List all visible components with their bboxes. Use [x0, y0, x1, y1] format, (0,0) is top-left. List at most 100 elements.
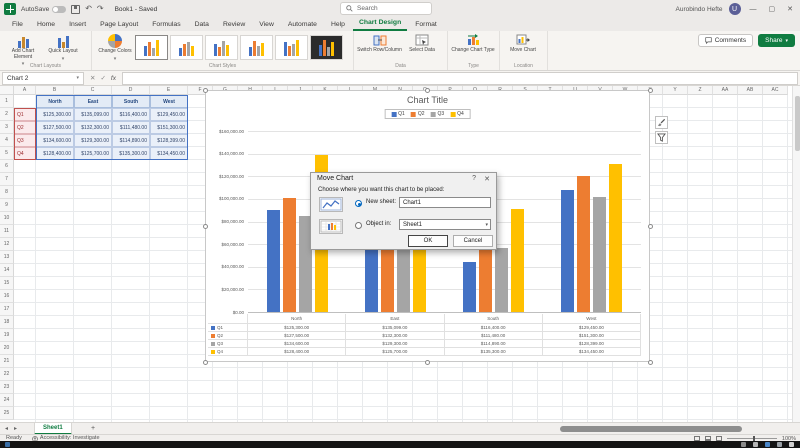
search-input[interactable]: Search — [340, 2, 432, 15]
name-box[interactable]: Chart 2 ▾ — [2, 71, 84, 85]
cell-value[interactable]: $125,700.00 — [74, 147, 112, 160]
chart-style-thumbnail[interactable] — [240, 35, 273, 60]
cell-value[interactable]: $127,500.00 — [36, 121, 74, 134]
taskbar-icon[interactable] — [741, 442, 746, 447]
bar-q2-north[interactable] — [282, 197, 296, 312]
row-header-24[interactable]: 24 — [0, 394, 14, 407]
cell-label-q3[interactable]: Q3 — [14, 134, 36, 147]
tab-formulas[interactable]: Formulas — [152, 21, 181, 28]
confirm-entry-icon[interactable]: ✓ — [100, 75, 106, 82]
chart-styles-flyout-button[interactable] — [655, 116, 668, 129]
column-header-A[interactable]: A — [14, 86, 36, 95]
page-break-view-icon[interactable] — [715, 436, 722, 441]
next-sheet-icon[interactable]: ▸ — [14, 426, 18, 432]
column-header-Z[interactable]: Z — [688, 86, 713, 95]
column-header-Y[interactable]: Y — [663, 86, 688, 95]
row-header-3[interactable]: 3 — [0, 121, 14, 134]
taskbar-icon[interactable] — [753, 442, 758, 447]
close-icon[interactable]: ✕ — [787, 6, 793, 13]
cell-value[interactable]: $132,300.00 — [74, 121, 112, 134]
cell-value[interactable]: $128,400.00 — [36, 147, 74, 160]
formula-input[interactable] — [121, 71, 798, 85]
chart-style-thumbnail[interactable] — [205, 35, 238, 60]
chart-legend[interactable]: Q1 Q2 Q3 Q4 — [384, 109, 471, 119]
chart-filters-button[interactable] — [655, 131, 668, 144]
cell-value[interactable]: $128,399.00 — [150, 134, 188, 147]
column-header-AA[interactable]: AA — [713, 86, 738, 95]
autosave-toggle[interactable]: AutoSave — [21, 5, 67, 13]
chart-style-thumbnail[interactable] — [170, 35, 203, 60]
bar-q2-south[interactable] — [479, 249, 492, 312]
undo-icon[interactable]: ↶ — [85, 4, 92, 13]
row-header-1[interactable]: 1 — [0, 95, 14, 108]
column-header-C[interactable]: C — [74, 86, 112, 95]
cell-header-east[interactable]: East — [74, 95, 112, 108]
row-header-11[interactable]: 11 — [0, 225, 14, 238]
chart-style-thumbnail[interactable] — [275, 35, 308, 60]
chart-style-thumbnail[interactable] — [135, 35, 168, 60]
save-icon[interactable] — [71, 4, 81, 14]
tab-file[interactable]: File — [12, 21, 23, 28]
vertical-scrollbar[interactable] — [792, 86, 800, 422]
cell-label-q2[interactable]: Q2 — [14, 121, 36, 134]
select-data-button[interactable]: Select Data — [402, 33, 442, 54]
redo-icon[interactable]: ↷ — [96, 4, 104, 13]
minimize-icon[interactable]: — — [749, 5, 757, 13]
tab-view[interactable]: View — [259, 21, 274, 28]
bar-q4-west[interactable] — [609, 163, 623, 312]
selection-handle[interactable] — [425, 360, 430, 365]
row-header-20[interactable]: 20 — [0, 342, 14, 355]
column-header-E[interactable]: E — [150, 86, 188, 95]
tab-format[interactable]: Format — [415, 21, 437, 28]
bar-q1-west[interactable] — [561, 189, 575, 312]
change-chart-type-button[interactable]: Change Chart Type — [451, 33, 495, 54]
tab-home[interactable]: Home — [36, 21, 56, 28]
cell-header-west[interactable]: West — [150, 95, 188, 108]
column-header-AB[interactable]: AB — [738, 86, 763, 95]
move-chart-button[interactable]: Move Chart — [503, 33, 543, 54]
cell-value[interactable]: $116,400.00 — [112, 108, 150, 121]
change-colors-button[interactable]: Change Colors ▾ — [95, 33, 135, 62]
quick-layout-button[interactable]: Quick Layout ▾ — [43, 33, 83, 62]
tab-automate[interactable]: Automate — [287, 21, 317, 28]
cell-value[interactable]: $129,450.00 — [150, 108, 188, 121]
selection-handle[interactable] — [648, 360, 653, 365]
taskbar-icon[interactable] — [765, 442, 770, 447]
row-header-22[interactable]: 22 — [0, 368, 14, 381]
chart-style-thumbnail[interactable] — [310, 35, 343, 60]
row-header-2[interactable]: 2 — [0, 108, 14, 121]
column-header-D[interactable]: D — [112, 86, 150, 95]
new-sheet-name-input[interactable]: Chart1 — [399, 197, 491, 208]
row-header-21[interactable]: 21 — [0, 355, 14, 368]
legend-item-q4[interactable]: Q4 — [450, 111, 464, 117]
cancel-button[interactable]: Cancel — [453, 235, 493, 247]
row-header-4[interactable]: 4 — [0, 134, 14, 147]
zoom-level[interactable]: 100% — [781, 435, 796, 442]
selection-handle[interactable] — [648, 224, 653, 229]
row-header-15[interactable]: 15 — [0, 277, 14, 290]
row-header-25[interactable]: 25 — [0, 407, 14, 420]
legend-item-q3[interactable]: Q3 — [430, 111, 444, 117]
bar-q1-north[interactable] — [266, 210, 280, 312]
selection-handle[interactable] — [203, 360, 208, 365]
cell-value[interactable]: $114,890.00 — [112, 134, 150, 147]
autosave-switch-icon[interactable] — [52, 5, 67, 13]
insert-function-icon[interactable]: fx — [110, 74, 116, 82]
column-header-AC[interactable]: AC — [763, 86, 788, 95]
object-in-select[interactable]: Sheet1 ▾ — [399, 219, 491, 230]
worksheet-grid[interactable]: Chart Title Q1 Q2 Q3 Q4 $160,000.00 $140,000… — [0, 86, 800, 422]
tab-insert[interactable]: Insert — [69, 21, 87, 28]
new-sheet-radio[interactable] — [355, 200, 362, 207]
selection-handle[interactable] — [203, 88, 208, 93]
cancel-entry-icon[interactable]: ✕ — [90, 75, 96, 82]
cell-header-north[interactable]: North — [36, 95, 74, 108]
cell-header-south[interactable]: South — [112, 95, 150, 108]
page-layout-view-icon[interactable] — [704, 436, 711, 441]
horizontal-scrollbar-thumb[interactable] — [560, 426, 742, 432]
taskbar-icon[interactable] — [789, 442, 794, 447]
row-header-5[interactable]: 5 — [0, 147, 14, 160]
cell-value[interactable]: $135,099.00 — [74, 108, 112, 121]
bar-q4-south[interactable] — [511, 209, 524, 312]
row-header-6[interactable]: 6 — [0, 160, 14, 173]
select-all-corner[interactable] — [0, 86, 14, 95]
